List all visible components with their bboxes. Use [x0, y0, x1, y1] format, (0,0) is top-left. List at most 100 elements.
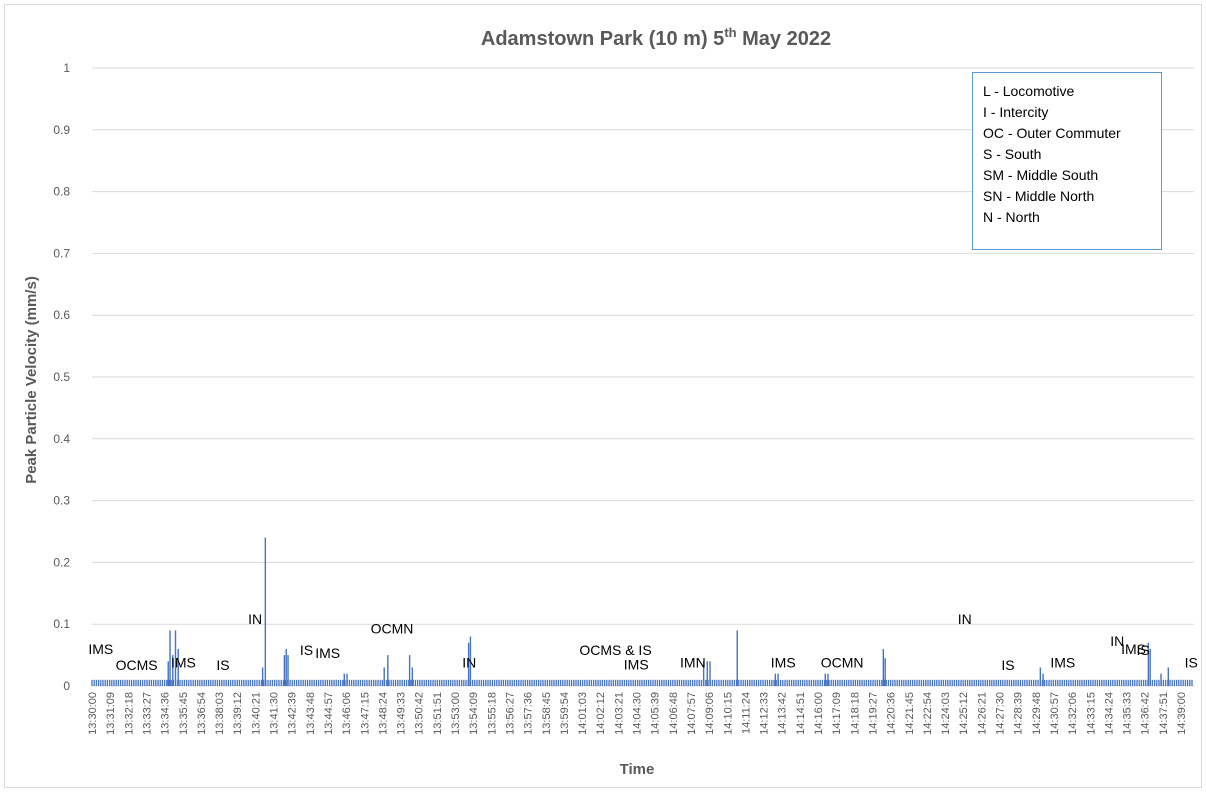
event-annotation: IMS [1121, 641, 1146, 657]
x-tick-label: 13:56:27 [504, 692, 516, 735]
x-tick-label: 13:53:00 [450, 692, 462, 735]
x-tick-label: 13:33:27 [141, 692, 153, 735]
x-tick-label: 14:19:27 [867, 692, 879, 735]
x-tick-label: 13:44:57 [323, 692, 335, 735]
x-tick-label: 13:59:54 [559, 692, 571, 735]
x-tick-label: 13:30:00 [87, 692, 99, 735]
legend-item-north: N - North [983, 209, 1040, 225]
x-tick-label: 14:22:54 [922, 692, 934, 735]
x-tick-label: 14:11:24 [740, 692, 752, 734]
event-annotation: IS [216, 657, 229, 673]
y-tick-label: 0.2 [53, 555, 70, 569]
y-tick-label: 0.8 [53, 185, 70, 199]
event-annotation: OCMS & IS [579, 642, 651, 658]
event-annotation: IN [958, 611, 972, 627]
x-tick-label: 14:25:12 [958, 692, 970, 735]
event-annotation: IMS [624, 656, 649, 672]
event-annotation: OCMS [116, 657, 158, 673]
x-tick-label: 14:26:21 [976, 692, 988, 735]
event-annotation: IN [1110, 633, 1124, 649]
x-tick-label: 14:18:18 [849, 692, 861, 735]
y-tick-label: 0.3 [53, 494, 70, 508]
event-annotation: OCMN [821, 654, 864, 670]
event-annotation: OCMN [371, 620, 414, 636]
event-annotation: IMN [680, 654, 706, 670]
x-tick-label: 13:54:09 [468, 692, 480, 735]
x-tick-label: 14:32:06 [1067, 692, 1079, 735]
event-annotation: IS [1001, 657, 1014, 673]
x-tick-label: 13:35:45 [178, 692, 190, 735]
x-axis-title: Time [620, 761, 655, 778]
x-tick-label: 14:30:57 [1049, 692, 1061, 735]
event-annotation: IN [248, 611, 262, 627]
y-tick-label: 0.5 [53, 370, 70, 384]
x-tick-label: 13:36:54 [196, 692, 208, 735]
x-tick-label: 13:40:21 [250, 692, 262, 735]
x-tick-label: 14:17:09 [831, 692, 843, 735]
y-tick-label: 1 [63, 61, 70, 75]
x-tick-label: 13:43:48 [305, 692, 317, 735]
x-tick-label: 14:24:03 [940, 692, 952, 735]
event-annotation: IMS [771, 654, 796, 670]
x-tick-label: 14:05:39 [650, 692, 662, 735]
x-tick-label: 14:28:39 [1013, 692, 1025, 735]
y-tick-label: 0.1 [53, 617, 70, 631]
y-tick-label: 0.4 [53, 432, 70, 446]
x-tick-label: 13:47:15 [359, 692, 371, 735]
x-tick-label: 13:58:45 [541, 692, 553, 735]
x-tick-label: 14:16:00 [813, 692, 825, 735]
x-tick-label: 14:20:36 [886, 692, 898, 735]
x-tick-label: 14:37:51 [1158, 692, 1170, 735]
x-tick-label: 14:39:00 [1176, 692, 1188, 735]
x-tick-label: 14:29:48 [1031, 692, 1043, 735]
x-tick-label: 14:01:03 [577, 692, 589, 735]
x-tick-label: 14:12:33 [759, 692, 771, 735]
x-tick-label: 14:35:33 [1122, 692, 1134, 735]
x-tick-label: 13:49:33 [396, 692, 408, 735]
event-annotation: IMS [171, 654, 196, 670]
x-tick-label: 14:36:42 [1140, 692, 1152, 735]
x-tick-label: 13:31:09 [105, 692, 117, 735]
legend-item-outer-commuter: OC - Outer Commuter [983, 125, 1121, 141]
x-tick-label: 14:07:57 [686, 692, 698, 735]
legend-item-middle-south: SM - Middle South [983, 167, 1099, 183]
x-tick-label: 14:06:48 [668, 692, 680, 735]
event-annotation: IMS [88, 641, 113, 657]
legend-item-locomotive: L - Locomotive [983, 83, 1075, 99]
y-tick-label: 0.7 [53, 246, 70, 260]
x-tick-label: 13:38:03 [214, 692, 226, 735]
x-tick-label: 14:21:45 [904, 692, 916, 735]
x-tick-label: 14:09:06 [704, 692, 716, 735]
x-tick-label: 13:51:51 [432, 692, 444, 735]
x-tick-label: 13:57:36 [523, 692, 535, 735]
chart-title: Adamstown Park (10 m) 5th May 2022 [481, 25, 831, 50]
x-tick-label: 14:27:30 [995, 692, 1007, 735]
x-tick-label: 13:42:39 [287, 692, 299, 735]
x-tick-label: 13:55:18 [486, 692, 498, 735]
event-annotation: IS [300, 642, 313, 658]
x-tick-label: 13:39:12 [232, 692, 244, 735]
x-tick-label: 14:02:12 [595, 692, 607, 735]
x-tick-label: 14:04:30 [632, 692, 644, 735]
x-tick-label: 13:48:24 [377, 692, 389, 735]
y-tick-label: 0 [63, 679, 70, 693]
event-annotation: IN [462, 654, 476, 670]
event-annotation: IS [1185, 654, 1198, 670]
x-tick-label: 13:32:18 [123, 692, 135, 735]
legend-box: L - Locomotive I - Intercity OC - Outer … [972, 72, 1162, 250]
event-annotation: IS [1137, 642, 1150, 658]
event-annotation: IMS [315, 645, 340, 661]
event-annotation: IMS [1050, 654, 1075, 670]
legend-item-middle-north: SN - Middle North [983, 188, 1095, 204]
x-tick-label: 14:33:15 [1085, 692, 1097, 735]
x-tick-label: 13:41:30 [269, 692, 281, 735]
x-tick-label: 14:10:15 [722, 692, 734, 735]
x-tick-label: 14:03:21 [613, 692, 625, 735]
y-tick-label: 0.9 [53, 123, 70, 137]
legend-item-intercity: I - Intercity [983, 104, 1049, 120]
x-tick-label: 13:50:42 [414, 692, 426, 735]
x-tick-label: 14:13:42 [777, 692, 789, 735]
y-axis-title: Peak Particle Velocity (mm/s) [23, 276, 40, 484]
legend-item-south: S - South [983, 146, 1042, 162]
